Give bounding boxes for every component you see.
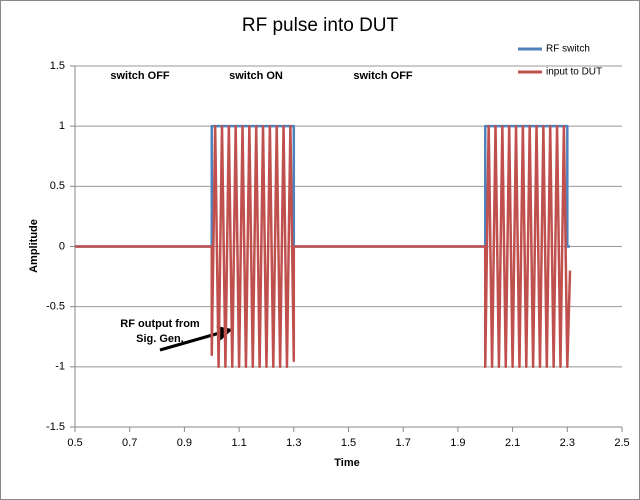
- x-axis-label: Time: [334, 457, 359, 469]
- annotation: switch ON: [229, 70, 283, 82]
- y-tick-label: -0.5: [46, 301, 65, 313]
- legend-label: input to DUT: [546, 67, 602, 78]
- annotation: Sig. Gen.: [136, 333, 184, 345]
- y-tick-label: 1: [59, 120, 65, 132]
- y-tick-label: 0: [59, 240, 65, 252]
- annotation: switch OFF: [353, 70, 413, 82]
- x-tick-label: 1.7: [396, 437, 411, 449]
- series-line: [75, 124, 572, 369]
- x-tick-label: 1.5: [341, 437, 356, 449]
- y-tick-label: -1.5: [46, 421, 65, 433]
- y-axis-label: Amplitude: [28, 219, 40, 273]
- chart-title: RF pulse into DUT: [242, 15, 399, 36]
- y-tick-label: 0.5: [50, 180, 65, 192]
- y-tick-label: -1: [55, 361, 65, 373]
- x-tick-label: 1.3: [286, 437, 301, 449]
- annotation: switch OFF: [110, 70, 170, 82]
- x-tick-label: 0.9: [177, 437, 192, 449]
- x-tick-label: 0.7: [122, 437, 137, 449]
- annotation: RF output from: [120, 318, 200, 330]
- y-tick-label: 1.5: [50, 60, 65, 72]
- x-tick-label: 2.1: [505, 437, 520, 449]
- x-tick-label: 2.3: [560, 437, 575, 449]
- x-tick-label: 2.5: [614, 437, 629, 449]
- x-tick-label: 1.1: [231, 437, 246, 449]
- legend-label: RF switch: [546, 44, 590, 55]
- x-tick-label: 0.5: [67, 437, 82, 449]
- x-tick-label: 1.9: [450, 437, 465, 449]
